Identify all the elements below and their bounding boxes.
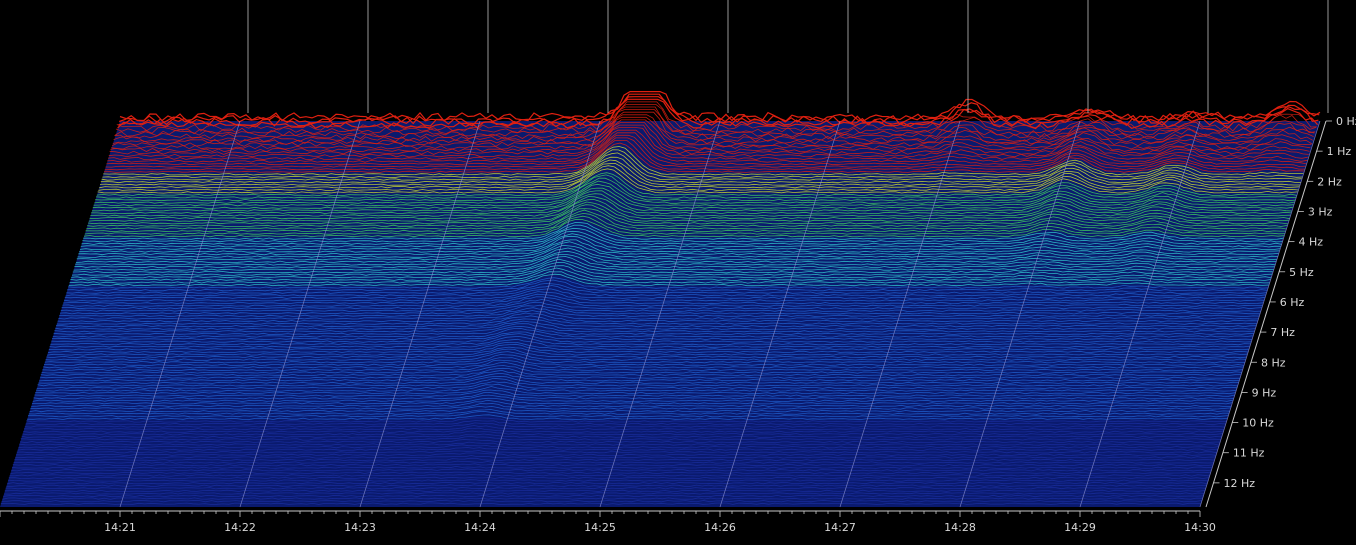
spectrum-trace (111, 116, 1313, 148)
y-tick-label: 4 Hz (1299, 236, 1324, 249)
y-tick-label: 0 Hz (1336, 115, 1356, 128)
time-gridline (1199, 120, 1321, 508)
spectrum-trace (11, 468, 1212, 472)
time-gridline (959, 120, 1081, 508)
y-axis (1205, 120, 1327, 508)
x-tick-label: 14:25 (584, 521, 616, 534)
y-tick-label: 8 Hz (1261, 356, 1286, 369)
spectrum-trace (118, 96, 1319, 127)
spectrum-trace (30, 403, 1231, 410)
time-gridline (119, 120, 241, 508)
x-tick-label: 14:24 (464, 521, 496, 534)
y-tick-label: 9 Hz (1252, 386, 1277, 399)
spectrum-trace (17, 447, 1218, 451)
x-tick-label: 14:22 (224, 521, 256, 534)
spectrum-trace (116, 101, 1317, 132)
spectrum-trace (114, 109, 1315, 140)
spectrum-trace (75, 250, 1276, 266)
spectrum-trace (74, 254, 1275, 269)
spectrum-trace (3, 492, 1205, 495)
x-tick-label: 14:21 (104, 521, 136, 534)
time-gridline (239, 120, 361, 508)
spectrum-trace (108, 127, 1309, 158)
time-gridline (839, 120, 961, 508)
spectrum-trace (51, 331, 1253, 341)
x-tick-label: 14:29 (1064, 521, 1096, 534)
y-tick-label: 10 Hz (1242, 417, 1274, 430)
spectrum-trace (11, 465, 1213, 469)
spectrum-trace (112, 114, 1313, 145)
time-gridlines (119, 0, 1329, 508)
x-tick-label: 14:28 (944, 521, 976, 534)
x-tick-label: 14:23 (344, 521, 376, 534)
time-gridline (1079, 120, 1201, 508)
spectrum-trace (104, 140, 1305, 171)
spectrum-trace (105, 137, 1306, 168)
spectrum-trace (57, 312, 1258, 323)
spectrum-trace (110, 122, 1311, 153)
x-tick-label: 14:30 (1184, 521, 1216, 534)
y-tick-label: 5 Hz (1289, 266, 1314, 279)
x-tick-label: 14:26 (704, 521, 736, 534)
spectrum-trace (77, 241, 1278, 258)
time-gridline (599, 120, 721, 508)
spectrum-trace (43, 357, 1245, 366)
spectrum-trace (119, 93, 1320, 125)
tick-labels: 14:21 14:22 14:23 14:24 14:25 14:26 14:27 14:28… (104, 115, 1356, 534)
y-tick-label: 12 Hz (1224, 477, 1256, 490)
spectrum-trace (109, 124, 1310, 155)
time-gridline (719, 120, 841, 508)
y-tick-label: 2 Hz (1317, 175, 1342, 188)
y-tick-label: 11 Hz (1233, 447, 1265, 460)
spectrum-trace (115, 104, 1317, 135)
spectrum-trace (4, 489, 1205, 492)
spectrum-trace (113, 111, 1314, 143)
time-gridline (479, 120, 601, 508)
spectrum-trace (114, 106, 1316, 137)
y-tick-label: 6 Hz (1280, 296, 1305, 309)
y-tick-label: 3 Hz (1308, 205, 1333, 218)
spectrum-trace (38, 375, 1239, 384)
spectrum-trace (67, 279, 1268, 292)
time-gridline (359, 120, 481, 508)
spectrum-trace (119, 91, 1321, 122)
y-tick-label: 1 Hz (1327, 145, 1352, 158)
spectrum-trace (2, 497, 1203, 500)
spectrum-trace (34, 389, 1235, 397)
axes (0, 120, 1332, 517)
x-tick-label: 14:27 (824, 521, 856, 534)
y-tick-label: 7 Hz (1270, 326, 1295, 339)
